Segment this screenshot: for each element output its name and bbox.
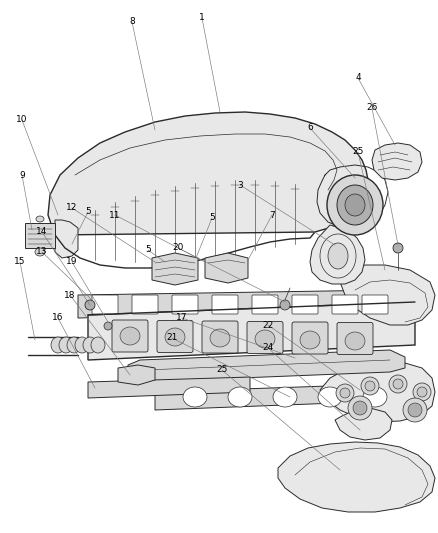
- Ellipse shape: [413, 383, 431, 401]
- FancyBboxPatch shape: [202, 321, 238, 353]
- Ellipse shape: [51, 337, 65, 353]
- Ellipse shape: [353, 401, 367, 415]
- Ellipse shape: [345, 194, 365, 216]
- Ellipse shape: [85, 300, 95, 310]
- Ellipse shape: [328, 243, 348, 269]
- Ellipse shape: [340, 388, 350, 398]
- Ellipse shape: [318, 387, 342, 407]
- Text: 17: 17: [176, 313, 188, 322]
- Ellipse shape: [345, 332, 365, 350]
- Ellipse shape: [83, 337, 97, 353]
- Text: 25: 25: [352, 148, 364, 157]
- Polygon shape: [320, 363, 435, 422]
- Ellipse shape: [183, 387, 207, 407]
- Text: 5: 5: [209, 214, 215, 222]
- Text: 22: 22: [262, 320, 274, 329]
- Ellipse shape: [336, 384, 354, 402]
- FancyBboxPatch shape: [337, 322, 373, 354]
- FancyBboxPatch shape: [362, 295, 388, 314]
- Ellipse shape: [104, 322, 112, 330]
- FancyBboxPatch shape: [252, 295, 278, 314]
- Polygon shape: [335, 408, 392, 440]
- FancyBboxPatch shape: [332, 295, 358, 314]
- Text: 14: 14: [36, 228, 48, 237]
- Text: 15: 15: [14, 257, 26, 266]
- Polygon shape: [118, 365, 155, 385]
- Text: 9: 9: [19, 171, 25, 180]
- Ellipse shape: [59, 337, 73, 353]
- Ellipse shape: [210, 329, 230, 347]
- Ellipse shape: [393, 379, 403, 389]
- Text: 7: 7: [269, 211, 275, 220]
- Text: 18: 18: [64, 290, 76, 300]
- FancyBboxPatch shape: [292, 322, 328, 354]
- FancyBboxPatch shape: [132, 295, 158, 314]
- Ellipse shape: [408, 403, 422, 417]
- Ellipse shape: [75, 337, 89, 353]
- Text: 13: 13: [36, 247, 48, 256]
- Text: 26: 26: [366, 103, 378, 112]
- Ellipse shape: [389, 375, 407, 393]
- Text: 19: 19: [66, 257, 78, 266]
- Text: 6: 6: [307, 124, 313, 133]
- Text: 12: 12: [66, 204, 78, 213]
- Text: 24: 24: [262, 343, 274, 352]
- Ellipse shape: [348, 396, 372, 420]
- Ellipse shape: [363, 387, 387, 407]
- FancyBboxPatch shape: [92, 295, 118, 314]
- Ellipse shape: [228, 387, 252, 407]
- Polygon shape: [88, 302, 415, 360]
- Ellipse shape: [365, 381, 375, 391]
- Ellipse shape: [35, 248, 45, 256]
- Ellipse shape: [337, 185, 373, 225]
- FancyBboxPatch shape: [157, 320, 193, 352]
- Text: 16: 16: [52, 313, 64, 322]
- Polygon shape: [340, 265, 435, 325]
- Ellipse shape: [165, 328, 185, 346]
- Polygon shape: [152, 253, 198, 285]
- Ellipse shape: [273, 387, 297, 407]
- Ellipse shape: [300, 331, 320, 349]
- Polygon shape: [88, 377, 250, 398]
- Polygon shape: [48, 112, 368, 235]
- Ellipse shape: [120, 327, 140, 345]
- Ellipse shape: [67, 337, 81, 353]
- Polygon shape: [25, 223, 55, 248]
- FancyBboxPatch shape: [172, 295, 198, 314]
- Text: 25: 25: [216, 366, 228, 375]
- Polygon shape: [205, 253, 248, 283]
- Ellipse shape: [403, 398, 427, 422]
- Text: 10: 10: [16, 116, 28, 125]
- Text: 5: 5: [85, 207, 91, 216]
- FancyBboxPatch shape: [247, 321, 283, 353]
- Text: 11: 11: [109, 211, 121, 220]
- Ellipse shape: [255, 330, 275, 348]
- Ellipse shape: [361, 377, 379, 395]
- Text: 20: 20: [172, 244, 184, 253]
- Ellipse shape: [417, 387, 427, 397]
- FancyBboxPatch shape: [112, 320, 148, 352]
- Text: 3: 3: [237, 181, 243, 190]
- Polygon shape: [372, 143, 422, 180]
- Text: 1: 1: [199, 13, 205, 22]
- Text: 4: 4: [355, 74, 361, 83]
- Text: 5: 5: [145, 246, 151, 254]
- Polygon shape: [278, 442, 435, 512]
- Ellipse shape: [91, 337, 105, 353]
- Polygon shape: [128, 350, 405, 382]
- Text: 21: 21: [166, 334, 178, 343]
- FancyBboxPatch shape: [212, 295, 238, 314]
- Polygon shape: [55, 220, 78, 258]
- Ellipse shape: [280, 300, 290, 310]
- Text: 8: 8: [129, 18, 135, 27]
- FancyBboxPatch shape: [292, 295, 318, 314]
- Polygon shape: [78, 290, 390, 318]
- Polygon shape: [155, 383, 415, 410]
- Ellipse shape: [327, 175, 383, 235]
- Polygon shape: [310, 225, 365, 284]
- Ellipse shape: [36, 216, 44, 222]
- Ellipse shape: [393, 243, 403, 253]
